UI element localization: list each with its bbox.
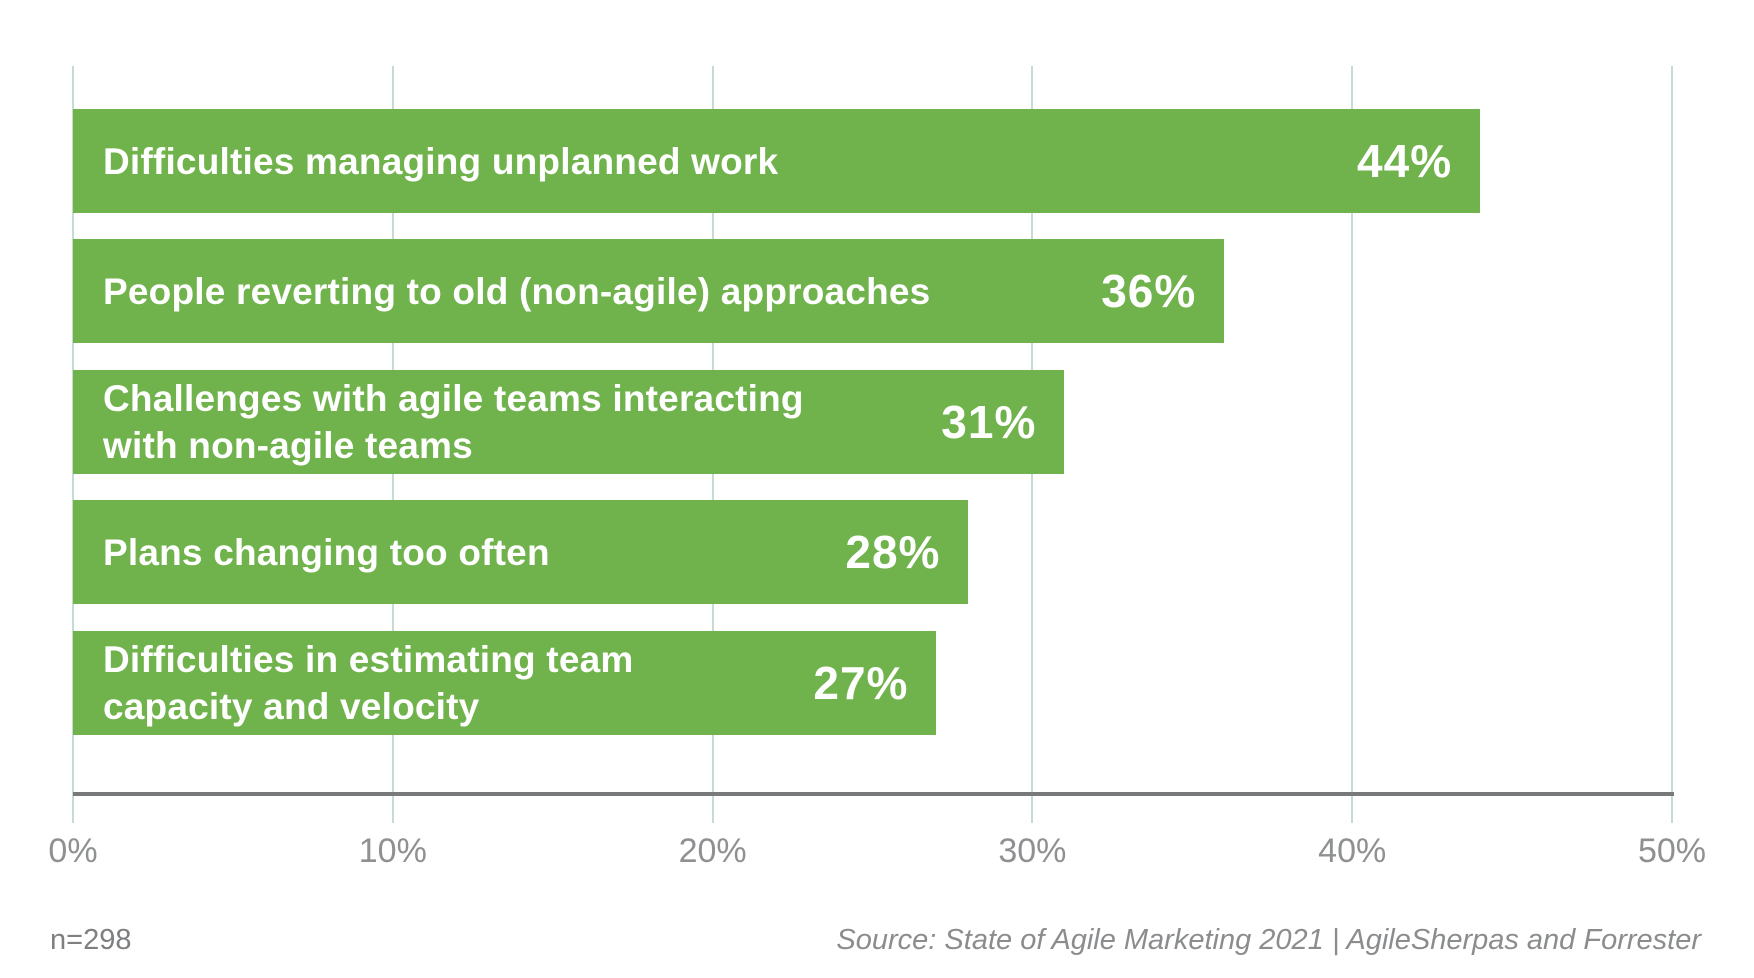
- gridline: [1671, 66, 1673, 823]
- bar-label: Difficulties in estimating team capacity …: [103, 639, 634, 727]
- bar-value-label: 31%: [941, 396, 1037, 448]
- x-axis-tick-label: 40%: [1318, 832, 1387, 870]
- bar: Plans changing too often 28%: [73, 500, 969, 604]
- x-axis-tick-label: 10%: [358, 832, 427, 870]
- bar: Challenges with agile teams interacting w…: [73, 370, 1065, 474]
- bar-value-label: 44%: [1357, 135, 1453, 187]
- bar: Difficulties in estimating team capacity …: [73, 631, 937, 735]
- bar-value-label: 27%: [813, 657, 909, 709]
- sample-size: n=298: [50, 924, 132, 956]
- x-axis-line: [73, 792, 1674, 796]
- x-axis-tick-label: 30%: [998, 832, 1067, 870]
- x-axis-tick-label: 20%: [678, 832, 747, 870]
- bar-label: Plans changing too often: [103, 531, 550, 573]
- source-note: Source: State of Agile Marketing 2021 | …: [836, 924, 1701, 956]
- bar: People reverting to old (non-agile) appr…: [73, 239, 1225, 343]
- bar-value-label: 36%: [1101, 265, 1197, 317]
- x-axis-tick-label: 0%: [48, 832, 98, 870]
- bar-label: People reverting to old (non-agile) appr…: [103, 270, 931, 312]
- gridline: [1351, 66, 1354, 823]
- bar: Difficulties managing unplanned work 44%: [73, 109, 1481, 213]
- bar-label: Challenges with agile teams interacting w…: [103, 378, 804, 466]
- bar-value-label: 28%: [845, 526, 941, 578]
- x-axis-tick-label: 50%: [1637, 832, 1707, 870]
- bar-label: Difficulties managing unplanned work: [103, 140, 779, 182]
